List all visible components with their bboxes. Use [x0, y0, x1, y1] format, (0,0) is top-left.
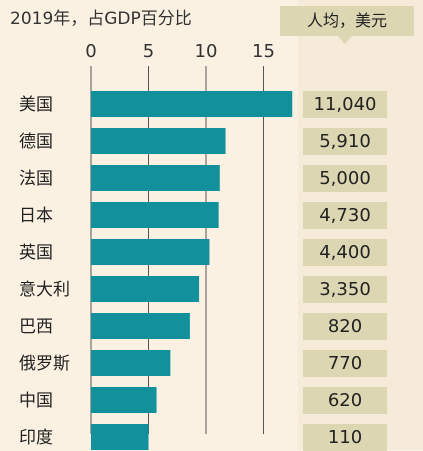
bar — [91, 424, 149, 450]
category-label: 美国 — [19, 95, 53, 115]
per-capita-value: 110 — [303, 424, 387, 451]
category-label: 日本 — [19, 206, 53, 226]
category-label: 英国 — [19, 243, 53, 263]
per-capita-value: 820 — [303, 313, 387, 340]
per-capita-value: 5,000 — [303, 165, 387, 192]
per-capita-header: 人均，美元 — [280, 6, 414, 36]
category-label: 俄罗斯 — [19, 354, 70, 374]
category-label: 中国 — [19, 391, 53, 411]
per-capita-value: 4,400 — [303, 239, 387, 266]
per-capita-value: 620 — [303, 387, 387, 414]
bar — [91, 128, 226, 154]
bar — [91, 91, 293, 117]
bar — [91, 239, 210, 265]
per-capita-value: 5,910 — [303, 128, 387, 155]
bar — [91, 387, 157, 413]
per-capita-value: 4,730 — [303, 202, 387, 229]
x-tick-label: 15 — [252, 41, 275, 62]
chart-title: 2019年，占GDP百分比 — [10, 9, 192, 29]
x-tick-label: 5 — [143, 41, 154, 62]
x-tick-label: 10 — [195, 41, 218, 62]
bar — [91, 202, 219, 228]
category-label: 意大利 — [19, 280, 70, 300]
bar — [91, 165, 220, 191]
bar — [91, 276, 200, 302]
bar — [91, 350, 171, 376]
per-capita-value: 3,350 — [303, 276, 387, 303]
per-capita-header-pointer — [338, 36, 352, 44]
category-label: 印度 — [19, 428, 53, 448]
per-capita-value: 11,040 — [303, 91, 387, 118]
category-label: 德国 — [19, 132, 53, 152]
x-tick-label: 0 — [85, 41, 96, 62]
per-capita-value: 770 — [303, 350, 387, 377]
bar — [91, 313, 190, 339]
category-label: 巴西 — [19, 317, 53, 337]
category-label: 法国 — [19, 169, 53, 189]
